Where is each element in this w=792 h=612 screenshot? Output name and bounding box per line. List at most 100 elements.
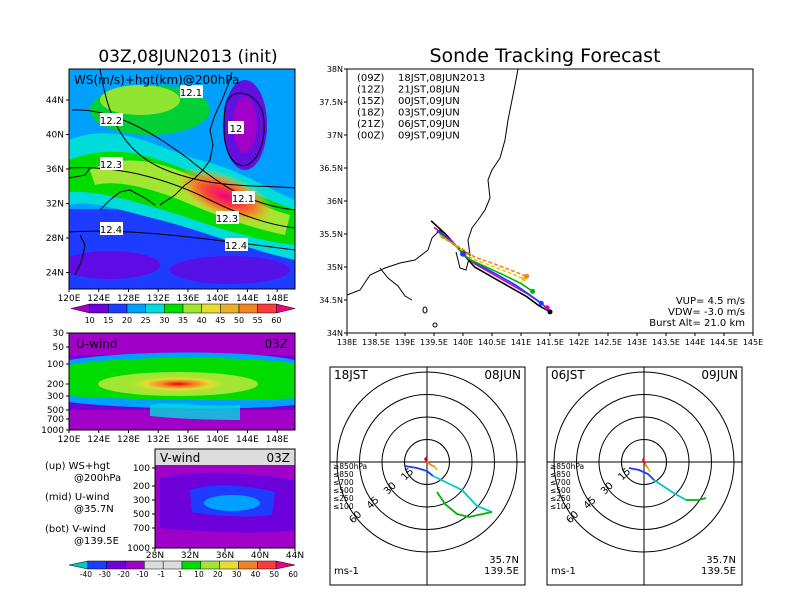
legend-time: 18JST,08JUN2013 (398, 73, 485, 84)
contour-label: 12.4 (225, 241, 247, 252)
hodograph-legend-entry: ≤850 (333, 470, 354, 479)
track-lat-label: 37.5N (319, 98, 343, 107)
hodograph-trace (426, 461, 436, 468)
contour-label: 12.4 (100, 225, 122, 236)
ws-colorbar-swatch (126, 303, 146, 314)
ws-lat-label: 28N (46, 234, 64, 244)
hodograph-trace (653, 479, 687, 501)
track-endpoint (538, 300, 544, 306)
coastline (455, 251, 471, 271)
contour-label: 12.1 (232, 194, 254, 205)
legend-zulu: (00Z) (357, 131, 384, 142)
v-colorbar-swatch (68, 560, 89, 570)
track-series (430, 220, 553, 315)
coastline (346, 68, 519, 296)
hodograph-lat: 35.7N (489, 555, 519, 566)
ws-colorbar-swatch (108, 303, 128, 314)
v-lat-label: 28N (146, 551, 164, 561)
hodograph-left: 18JST 08JUN15304560≥850hPa≤850≤700≤500≤25… (329, 366, 526, 586)
u-level-label: 500 (47, 406, 64, 416)
track-lon-label: 143E (627, 338, 647, 347)
v-wind-label: V-wind (160, 451, 200, 465)
hodograph-legend-entry: ≤700 (333, 478, 354, 487)
hodograph-trace (647, 467, 651, 473)
v-colorbar-swatch (181, 560, 202, 570)
contour-label: 12.1 (180, 88, 202, 99)
v-colorbar-label: -20 (117, 570, 129, 579)
ws-lat-label: 32N (46, 200, 64, 210)
u-level-label: 30 (53, 329, 65, 339)
v-lat-label: 44N (286, 551, 304, 561)
ws-colorbar-label: 60 (271, 316, 281, 325)
ws-colorbar-label: 30 (159, 316, 169, 325)
u-lon-label: 120E (58, 435, 81, 445)
note-bot-b: @139.5E (74, 536, 119, 547)
v-lat-label: 36N (216, 551, 234, 561)
u-level-label: 300 (47, 392, 64, 402)
v-wind-time: 03Z (267, 451, 291, 465)
u-lon-label: 128E (117, 435, 140, 445)
track-lon-label: 145E (743, 338, 763, 347)
legend-time: 21JST,08JUN (398, 85, 460, 96)
coastline (379, 267, 413, 301)
v-level-label: 200 (133, 482, 150, 492)
legend-zulu: (21Z) (357, 119, 384, 130)
legend-zulu: (15Z) (357, 96, 384, 107)
panel-notes: (up) WS+hgt @200hPa (mid) U-wind @35.7N … (45, 461, 121, 547)
ws-colorbar-label: 40 (197, 316, 207, 325)
ws-lon-label: 128E (117, 294, 140, 304)
hodograph-legend-entry: ≤500 (333, 486, 354, 495)
track-lon-label: 139E (395, 338, 415, 347)
hodograph-unit: ms-1 (334, 566, 359, 577)
v-colorbar-label: 30 (232, 570, 242, 579)
contour-label: 12 (230, 124, 243, 135)
track-lat-label: 35N (327, 263, 343, 272)
ws-lat-label: 24N (46, 269, 64, 279)
ws-colorbar-label: 25 (141, 316, 151, 325)
ws-colorbar-label: 10 (85, 316, 95, 325)
ws-colorbar-swatch (70, 303, 90, 314)
hodograph-trace (432, 475, 493, 513)
note-bot-a: (bot) V-wind (45, 524, 106, 535)
hodograph-legend-entry: ≤100 (550, 502, 571, 511)
u-level-label: 100 (47, 360, 64, 370)
v-colorbar-label: 20 (213, 570, 223, 579)
ws-colorbar-swatch (89, 303, 109, 314)
v-level-label: 700 (133, 524, 150, 534)
param-vup: VUP= 4.5 m/s (676, 296, 745, 307)
hodograph-trace (404, 465, 434, 477)
right-title: Sonde Tracking Forecast (429, 45, 660, 67)
hodograph-legend-entry: ≤250 (550, 494, 571, 503)
track-lon-ticks: 138E 138.5E 139E 139.5E 140E 140.5E 141E 141.5E… (337, 333, 763, 347)
legend-time: 06JST,09JUN (398, 119, 460, 130)
track-endpoint (544, 305, 550, 311)
ws-colorbar-swatch (257, 303, 277, 314)
left-title: 03Z,08JUN2013 (init) (98, 47, 277, 67)
v-wind-panel: V-wind 03Z 100 200 300 500 700 1000 28N 32N 36N… (127, 448, 304, 561)
note-up-b: @200hPa (74, 473, 121, 484)
v-colorbar-label: -10 (136, 570, 148, 579)
u-level-label: 1000 (41, 426, 64, 436)
ws-lat-ticks: 44N 40N 36N 32N 28N 24N (46, 96, 69, 279)
hodograph-lon: 139.5E (484, 566, 519, 577)
hodograph-legend-entry: ≤250 (333, 494, 354, 503)
ws-colorbar-swatch (145, 303, 165, 314)
v-level-ticks: 100 200 300 500 700 1000 (127, 464, 155, 554)
v-colorbar: -40 -30 -20 -10 -1 1 10 20 30 40 50 60 (68, 560, 298, 579)
v-colorbar-swatch (238, 560, 258, 570)
island (422, 306, 428, 314)
track-lat-label: 36N (327, 197, 343, 206)
v-colorbar-label: 1 (178, 570, 183, 579)
hodograph-legend-entry: ≤850 (550, 470, 571, 479)
ws-lon-label: 124E (87, 294, 110, 304)
hodograph-legend-entry: ≤700 (550, 478, 571, 487)
hodograph-trace (423, 456, 428, 463)
legend-zulu: (12Z) (357, 85, 384, 96)
hodograph-trace (641, 457, 646, 465)
hodograph-lon: 139.5E (701, 566, 736, 577)
hodograph-legend-entry: ≤500 (550, 486, 571, 495)
track-lon-label: 141.5E (536, 338, 564, 347)
track-lat-label: 37N (327, 131, 343, 140)
track-lon-label: 143.5E (652, 338, 680, 347)
